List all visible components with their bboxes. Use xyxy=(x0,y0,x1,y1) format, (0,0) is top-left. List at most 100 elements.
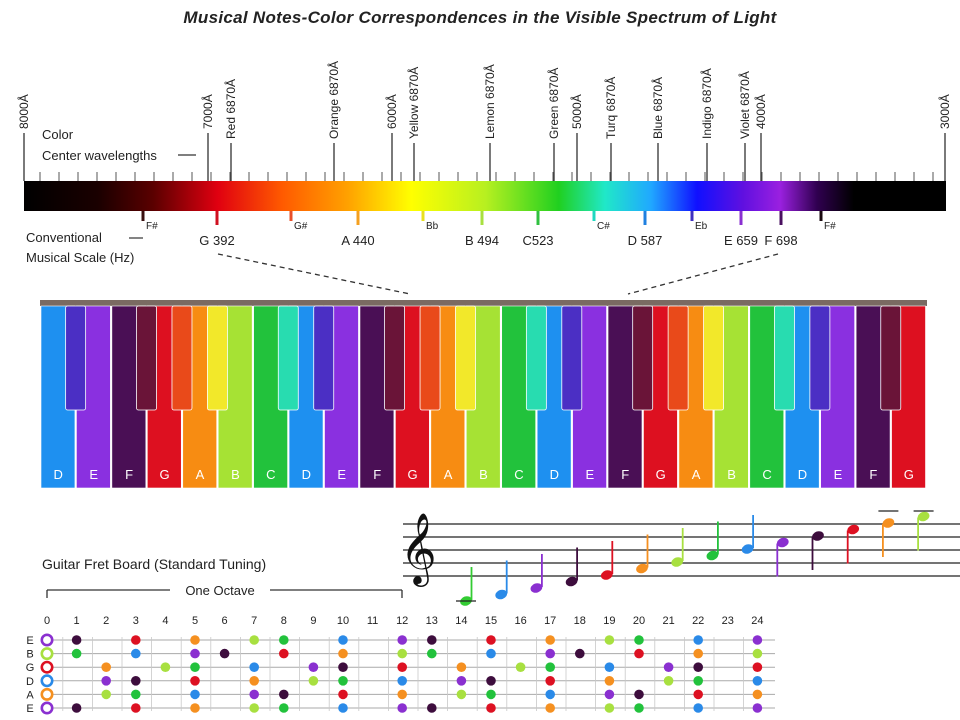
musical-scale-label: Musical Scale (Hz) xyxy=(26,250,134,265)
note-tick xyxy=(356,211,360,225)
staff-note-head xyxy=(636,563,648,574)
wavelength-label: 6000Å xyxy=(384,94,399,129)
fret-dot xyxy=(279,635,289,645)
wavelength-label: 7000Å xyxy=(200,94,215,129)
fret-dot xyxy=(397,635,408,645)
fret-dot xyxy=(427,648,437,659)
wavelength-label: Indigo 6870Å xyxy=(699,68,714,139)
fret-number: 1 xyxy=(74,615,80,627)
piano-key-label: B xyxy=(231,467,240,482)
note-tick xyxy=(289,211,293,221)
page-title: Musical Notes-Color Correspondences in t… xyxy=(183,8,777,27)
fret-dot xyxy=(575,648,585,659)
note-tick xyxy=(536,211,540,225)
wavelength-label: Lemon 6870Å xyxy=(482,64,497,139)
staff-notes xyxy=(456,510,934,606)
fret-dot xyxy=(693,635,703,645)
fret-dots xyxy=(40,633,763,715)
fret-number: 10 xyxy=(337,615,349,627)
spectrum-section: Color Center wavelengths 8000Å 7000Å Red 6… xyxy=(16,61,952,295)
fret-numbers: 0 1 2 3 4 5 6 7 8 9 10 11 12 13 14 15 16 17 18 19 20 21 22 23 24 xyxy=(44,615,764,627)
open-string-marker xyxy=(40,647,54,661)
fret-dot xyxy=(604,703,615,713)
piano-key-label: C xyxy=(266,467,275,482)
piano-black-key xyxy=(774,305,795,411)
treble-clef-icon: 𝄞 xyxy=(400,513,437,587)
fret-dot xyxy=(545,703,555,713)
fret-dot xyxy=(190,662,200,672)
piano-key-label: D xyxy=(54,467,63,482)
fret-dot xyxy=(338,635,348,645)
fret-number: 22 xyxy=(692,615,704,627)
fret-dot xyxy=(752,662,763,672)
octave-label: One Octave xyxy=(185,583,254,598)
fret-number: 24 xyxy=(751,615,763,627)
wavelength-label: 5000Å xyxy=(569,94,584,129)
fret-number: 12 xyxy=(396,615,408,627)
piano-key-label: C xyxy=(762,467,771,482)
fret-dot xyxy=(604,676,615,686)
staff-note-head xyxy=(530,583,543,593)
fret-dot xyxy=(397,703,408,713)
fret-dot xyxy=(131,648,141,659)
color-label: Color xyxy=(42,127,74,142)
fret-number: 17 xyxy=(544,615,556,627)
staff-note-head xyxy=(565,576,578,587)
open-string-marker xyxy=(40,633,54,647)
staff-note-head xyxy=(917,511,930,522)
fret-dot xyxy=(545,689,555,700)
staff-note-head xyxy=(495,589,508,600)
fret-dot xyxy=(486,689,496,700)
conventional-label: Conventional xyxy=(26,230,102,245)
fret-dot xyxy=(338,703,348,713)
note-label: B 494 xyxy=(465,233,499,248)
fret-dot xyxy=(190,689,200,700)
fret-dot xyxy=(397,662,408,672)
fret-dot xyxy=(338,662,348,672)
string-name: G xyxy=(26,662,35,674)
fret-dot xyxy=(279,689,289,700)
spectrum-minor-ticks xyxy=(39,172,934,181)
fret-dot xyxy=(545,676,555,686)
fret-dot xyxy=(397,689,408,700)
fret-number: 14 xyxy=(455,615,467,627)
piano-black-key xyxy=(419,305,441,411)
note-tick xyxy=(779,211,783,225)
piano-key-label: D xyxy=(550,467,559,482)
note-tick xyxy=(819,211,823,221)
fret-dot xyxy=(71,703,82,713)
string-name: A xyxy=(26,689,34,701)
fret-grid xyxy=(47,637,775,711)
fret-dot xyxy=(456,689,467,700)
sharp-note-label: G# xyxy=(294,221,308,232)
piano-black-key xyxy=(809,305,831,411)
fret-dot xyxy=(71,648,82,659)
string-name: D xyxy=(26,676,34,688)
piano-key-label: G xyxy=(408,467,418,482)
piano-black-key xyxy=(632,305,654,411)
sharp-note-label: F# xyxy=(146,221,158,232)
fret-number: 3 xyxy=(133,615,139,627)
fret-dot xyxy=(279,648,289,659)
zoom-line-right xyxy=(627,253,779,295)
piano-key-label: E xyxy=(337,467,346,482)
piano-key-label: A xyxy=(444,467,453,482)
fret-dot xyxy=(663,676,674,686)
fretboard-title: Guitar Fret Board (Standard Tuning) xyxy=(42,556,266,572)
piano-top-rail xyxy=(40,300,927,306)
piano-key-label: E xyxy=(834,467,843,482)
piano-key-label: G xyxy=(656,467,666,482)
fret-dot xyxy=(545,635,555,645)
fret-dot xyxy=(131,689,141,700)
wavelength-label: Yellow 6870Å xyxy=(406,67,421,139)
note-tick xyxy=(480,211,484,225)
note-label: F 698 xyxy=(764,233,797,248)
note-label: C523 xyxy=(522,233,553,248)
fret-number: 18 xyxy=(574,615,586,627)
fret-dot xyxy=(101,689,111,700)
piano-key-label: F xyxy=(125,467,133,482)
fret-dot xyxy=(693,676,703,686)
fret-dot xyxy=(397,676,408,686)
fret-dot xyxy=(693,689,703,700)
staff-note-head xyxy=(776,537,789,548)
